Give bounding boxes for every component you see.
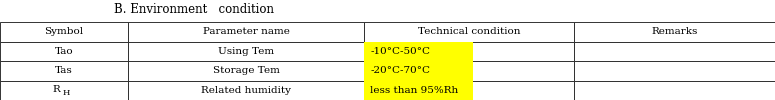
Bar <box>128 61 364 80</box>
Bar <box>364 80 473 100</box>
Text: Related humidity: Related humidity <box>201 86 291 95</box>
Bar <box>574 61 775 80</box>
Bar <box>364 42 574 61</box>
Bar <box>128 42 364 61</box>
Text: -20°C-70°C: -20°C-70°C <box>370 66 430 75</box>
Bar <box>0 80 128 100</box>
Text: B. Environment   condition: B. Environment condition <box>114 3 274 16</box>
Text: Parameter name: Parameter name <box>202 27 290 36</box>
Bar <box>364 61 473 80</box>
Bar <box>364 42 473 61</box>
Text: R: R <box>53 85 60 94</box>
Text: Tao: Tao <box>54 47 74 56</box>
Bar <box>574 42 775 61</box>
Text: Remarks: Remarks <box>651 27 698 36</box>
Text: Technical condition: Technical condition <box>418 27 520 36</box>
Text: Symbol: Symbol <box>44 27 84 36</box>
Bar <box>128 80 364 100</box>
Text: Storage Tem: Storage Tem <box>212 66 280 75</box>
Text: less than 95%Rh: less than 95%Rh <box>370 86 459 95</box>
Bar <box>364 22 574 42</box>
Bar <box>574 22 775 42</box>
Bar <box>364 61 574 80</box>
Text: Tas: Tas <box>55 66 73 75</box>
Bar <box>0 22 128 42</box>
Text: -10°C-50°C: -10°C-50°C <box>370 47 430 56</box>
Bar <box>0 61 128 80</box>
Bar <box>364 80 574 100</box>
Bar <box>0 42 128 61</box>
Text: Using Tem: Using Tem <box>218 47 274 56</box>
Bar <box>574 80 775 100</box>
Text: H: H <box>63 89 70 97</box>
Bar <box>128 22 364 42</box>
